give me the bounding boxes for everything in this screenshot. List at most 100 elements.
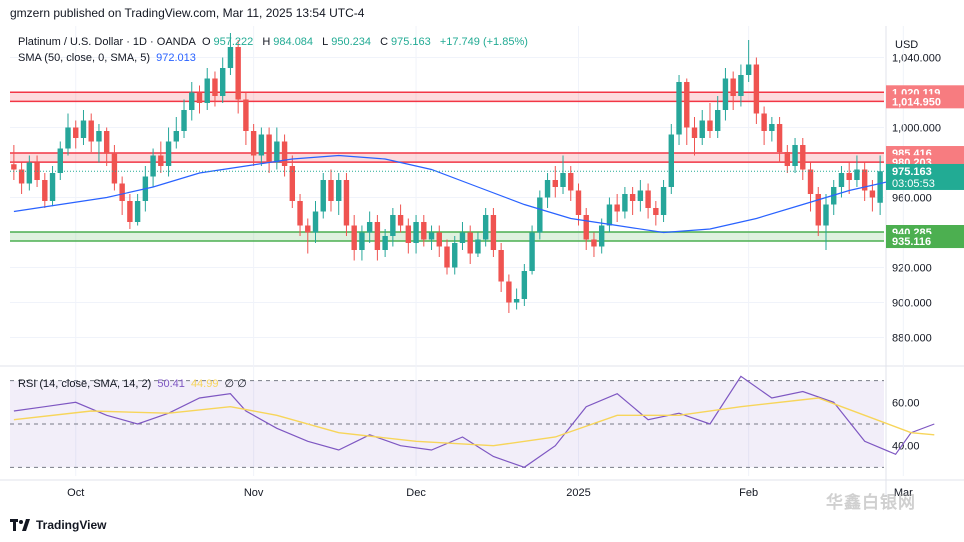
open-label: O — [201, 36, 211, 48]
sma-label: SMA (50, close, 0, SMA, 5) — [18, 52, 151, 64]
rsi-sma-value: 44.99 — [190, 378, 219, 390]
candle-body — [351, 225, 357, 250]
low-label: L — [322, 36, 329, 48]
rsi-label: RSI (14, close, SMA, 14, 2) — [18, 378, 152, 390]
price-tag-label: 935.116 — [892, 236, 931, 248]
candle-body — [877, 171, 883, 203]
candle-body — [761, 113, 767, 131]
candle-body — [544, 180, 551, 198]
time-tick-label: Feb — [739, 487, 758, 499]
candle-body — [181, 110, 187, 131]
symbol-label: Platinum / U.S. Dollar · 1D · OANDA — [18, 36, 196, 48]
time-tick-label: Mar — [894, 487, 913, 499]
candle-body — [235, 47, 241, 100]
candle-body — [691, 127, 698, 138]
candle-body — [452, 243, 458, 268]
tradingview-logo-icon — [10, 519, 30, 531]
candle-body — [769, 124, 775, 131]
candle-body — [660, 187, 667, 215]
candle-body — [498, 250, 504, 282]
candle-body — [18, 169, 25, 184]
candle-body — [421, 222, 427, 240]
candle-body — [390, 215, 396, 236]
candle-body — [374, 222, 381, 250]
candle-body — [266, 134, 272, 163]
resistance-zone-lower — [10, 153, 884, 163]
candle-body — [274, 141, 280, 163]
candle-body — [103, 131, 110, 154]
candle-body — [320, 180, 326, 212]
candle-body — [537, 197, 543, 233]
watermark: 华鑫白银网 — [826, 493, 916, 512]
chart-container[interactable]: USD 880.000 900.000 920.000 960.000 1,000.000… — [0, 26, 964, 516]
resistance-zone-upper — [10, 92, 884, 102]
candle-body — [297, 201, 303, 226]
candle-body — [158, 155, 164, 166]
price-tick-label: 900.000 — [892, 298, 932, 310]
price-tick-label: 1,000.000 — [892, 123, 941, 135]
time-tick-label: Oct — [67, 487, 84, 499]
price-tick-label: 960.000 — [892, 193, 932, 205]
tradingview-brand: TradingView — [36, 518, 107, 532]
candle-body — [575, 190, 582, 215]
candle-body — [127, 201, 133, 222]
candle-body — [343, 180, 350, 226]
candle-body — [738, 75, 744, 96]
price-tick-label: 920.000 — [892, 263, 932, 275]
time-tick-label: Nov — [244, 487, 264, 499]
candle-body — [65, 127, 71, 149]
sma-line — [13, 154, 935, 234]
time-tick-label: Dec — [406, 487, 426, 499]
candle-body — [560, 173, 566, 187]
candle-body — [568, 173, 574, 191]
ohlc-legend: Platinum / U.S. Dollar · 1D · OANDA O 957… — [18, 36, 531, 48]
sma-value: 972.013 — [156, 52, 196, 64]
candle-body — [366, 222, 373, 233]
candle-body — [490, 215, 497, 250]
candle-body — [506, 281, 512, 303]
candle-body — [26, 162, 33, 184]
candle-body — [807, 169, 814, 194]
tradingview-footer[interactable]: TradingView — [10, 516, 106, 534]
candle-body — [676, 82, 682, 135]
candle-body — [475, 239, 481, 254]
candle-body — [614, 204, 620, 212]
price-tick-label: 1,040.000 — [892, 53, 941, 65]
time-tick-label: 2025 — [566, 487, 590, 499]
candle-body — [591, 239, 597, 247]
candle-body — [96, 131, 102, 142]
price-tag-countdown: 03:05:53 — [892, 178, 935, 190]
candle-body — [281, 141, 288, 166]
candle-body — [57, 148, 63, 173]
sma-legend: SMA (50, close, 0, SMA, 5) 972.013 — [18, 52, 199, 64]
candle-body — [730, 78, 736, 96]
candle-body — [359, 232, 365, 250]
candle-body — [653, 208, 659, 215]
candle-body — [204, 78, 210, 103]
candle-body — [173, 131, 179, 142]
candle-body — [668, 134, 675, 187]
candle-body — [459, 232, 466, 243]
candle-body — [219, 68, 226, 96]
price-tag — [886, 163, 964, 190]
candle-body — [150, 155, 156, 177]
close-value: 975.163 — [391, 36, 431, 48]
candle-body — [753, 64, 760, 114]
candle-body — [336, 180, 342, 201]
candle-body — [606, 204, 613, 226]
price-chart[interactable]: USD 880.000 900.000 920.000 960.000 1,000.000… — [0, 26, 964, 516]
candle-body — [405, 225, 412, 243]
candle-body — [707, 120, 713, 131]
candle-body — [80, 120, 87, 138]
candle-body — [189, 92, 195, 110]
price-tag — [886, 94, 964, 109]
rsi-legend: RSI (14, close, SMA, 14, 2) 50.41 44.99 … — [18, 377, 250, 390]
candle-body — [444, 246, 450, 268]
candle-body — [598, 225, 605, 247]
candle-body — [119, 183, 125, 201]
candle-body — [823, 204, 829, 226]
high-value: 984.084 — [273, 36, 314, 48]
candle-body — [289, 166, 296, 201]
candle-body — [482, 215, 489, 240]
rsi-sma-line — [13, 397, 935, 447]
